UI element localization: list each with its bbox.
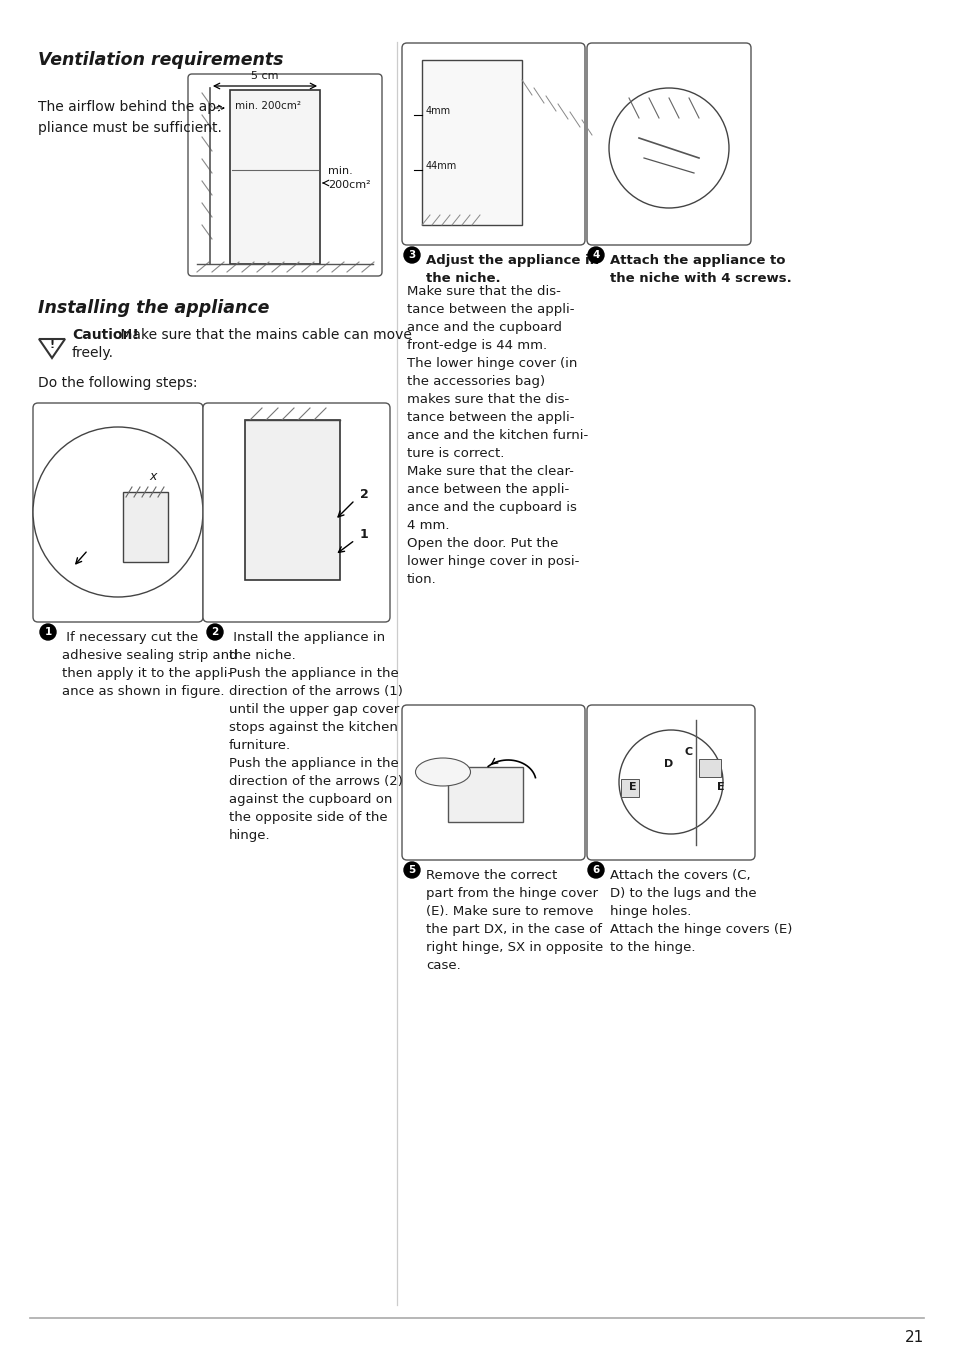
Text: Attach the covers (C,
D) to the lugs and the
hinge holes.
Attach the hinge cover: Attach the covers (C, D) to the lugs and… — [609, 869, 792, 955]
Text: Remove the correct
part from the hinge cover
(E). Make sure to remove
the part D: Remove the correct part from the hinge c… — [426, 869, 602, 972]
Bar — [448, 767, 522, 822]
FancyBboxPatch shape — [33, 403, 203, 622]
Circle shape — [33, 427, 203, 598]
Text: 5: 5 — [408, 865, 416, 875]
FancyBboxPatch shape — [203, 403, 390, 622]
Bar — [123, 492, 168, 562]
Text: 4mm: 4mm — [426, 105, 451, 116]
Circle shape — [618, 730, 722, 834]
FancyBboxPatch shape — [401, 704, 584, 860]
Text: C: C — [684, 748, 692, 757]
Text: 44mm: 44mm — [426, 161, 456, 170]
Circle shape — [608, 88, 728, 208]
FancyBboxPatch shape — [586, 43, 750, 245]
Text: 3: 3 — [408, 250, 416, 260]
Text: 2: 2 — [359, 488, 369, 502]
Text: Caution!: Caution! — [71, 329, 139, 342]
Text: Adjust the appliance in
the niche.: Adjust the appliance in the niche. — [426, 254, 598, 285]
Text: Make sure that the mains cable can move: Make sure that the mains cable can move — [116, 329, 412, 342]
Text: Installing the appliance: Installing the appliance — [38, 299, 269, 316]
Ellipse shape — [416, 758, 470, 786]
Circle shape — [40, 625, 56, 639]
Text: Do the following steps:: Do the following steps: — [38, 376, 197, 389]
Text: 21: 21 — [903, 1330, 923, 1345]
Text: 4: 4 — [592, 250, 599, 260]
Bar — [699, 758, 720, 777]
Text: !: ! — [50, 339, 54, 350]
Circle shape — [587, 247, 603, 264]
Text: Ventilation requirements: Ventilation requirements — [38, 51, 283, 69]
FancyBboxPatch shape — [586, 704, 754, 860]
Text: Install the appliance in
the niche.
Push the appliance in the
direction of the a: Install the appliance in the niche. Push… — [229, 631, 402, 842]
FancyBboxPatch shape — [401, 43, 584, 245]
Circle shape — [207, 625, 223, 639]
Text: 1: 1 — [359, 529, 369, 542]
Text: 6: 6 — [592, 865, 599, 875]
Text: Attach the appliance to
the niche with 4 screws.: Attach the appliance to the niche with 4… — [609, 254, 791, 285]
Bar — [421, 59, 521, 224]
Text: 2: 2 — [212, 627, 218, 637]
Circle shape — [587, 863, 603, 877]
Text: Make sure that the dis-
tance between the appli-
ance and the cupboard
front-edg: Make sure that the dis- tance between th… — [407, 285, 588, 585]
Text: min.
200cm²: min. 200cm² — [328, 166, 370, 189]
Circle shape — [403, 863, 419, 877]
Text: The airflow behind the ap-
pliance must be sufficient.: The airflow behind the ap- pliance must … — [38, 100, 222, 135]
Text: D: D — [663, 758, 673, 769]
Bar — [245, 420, 339, 580]
Text: freely.: freely. — [71, 346, 113, 360]
FancyBboxPatch shape — [188, 74, 381, 276]
Text: x: x — [150, 470, 156, 484]
Circle shape — [403, 247, 419, 264]
Text: min. 200cm²: min. 200cm² — [234, 101, 301, 111]
Text: 5 cm: 5 cm — [251, 72, 278, 81]
Text: E: E — [717, 781, 724, 792]
Bar — [230, 91, 319, 264]
Text: 1: 1 — [45, 627, 51, 637]
Bar — [620, 779, 639, 796]
Text: E: E — [629, 781, 637, 792]
Text: If necessary cut the
adhesive sealing strip and
then apply it to the appli-
ance: If necessary cut the adhesive sealing st… — [62, 631, 237, 698]
